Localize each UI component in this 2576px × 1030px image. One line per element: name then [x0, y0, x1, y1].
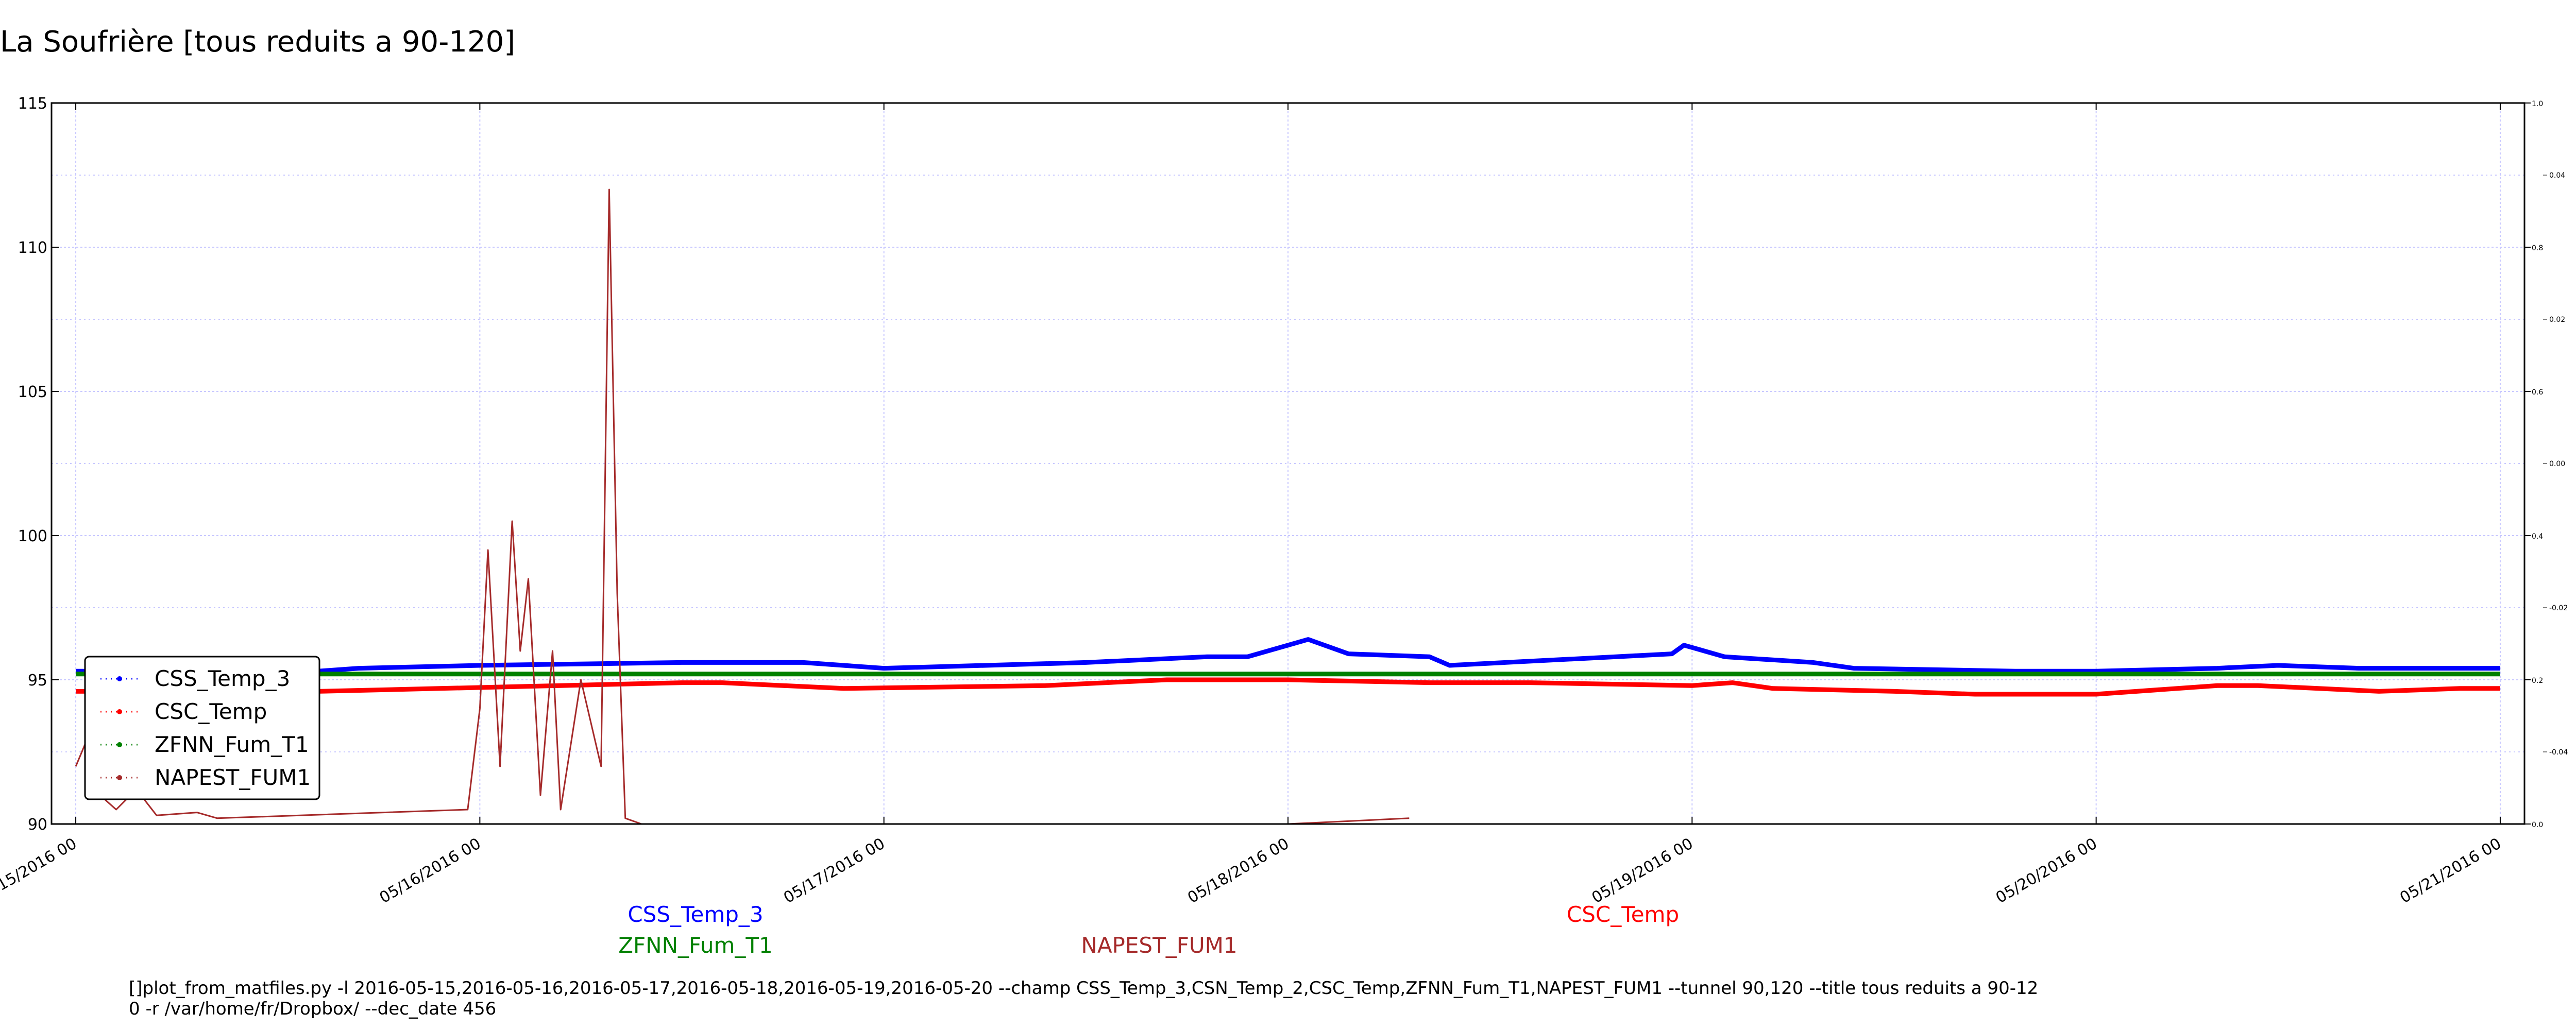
- series-line-css-temp-3: [76, 637, 2500, 674]
- y-tick-label: 115: [18, 95, 47, 113]
- x-tick-label: 05/17/2016 00: [781, 835, 888, 907]
- y-axis: 90 95 100 105 110 115: [18, 95, 59, 834]
- y3-tick-label: -0.04: [2549, 748, 2568, 757]
- legend-label: NAPEST_FUM1: [155, 765, 311, 790]
- grid-lines: [52, 103, 2524, 824]
- x-tick-label: 05/18/2016 00: [1184, 835, 1292, 907]
- x-tick-label: 05/21/2016 00: [2397, 835, 2504, 907]
- y-tick-label: 90: [28, 816, 47, 834]
- y2-tick-label: 0.4: [2532, 533, 2543, 541]
- annotation-css-temp-3: CSS_Temp_3: [628, 902, 763, 927]
- y2-tick-label: 0.2: [2532, 677, 2543, 685]
- legend-marker-dot: [117, 742, 122, 747]
- series-annotations: CSS_Temp_3 ZFNN_Fum_T1 NAPEST_FUM1 CSC_T…: [618, 902, 1679, 958]
- y2-tick-label: 0.8: [2532, 244, 2543, 252]
- y3-axis: -0.04 -0.02 0.00 0.02 0.04: [2543, 171, 2568, 757]
- x-axis: 05/15/2016 00 05/16/2016 00 05/17/2016 00 0…: [0, 103, 2504, 907]
- annotation-csc-temp: CSC_Temp: [1567, 902, 1679, 927]
- series-lines: [75, 188, 2500, 825]
- legend-marker-dot: [117, 676, 122, 681]
- legend-label: CSC_Temp: [155, 699, 267, 724]
- annotation-zfnn-fum-t1: ZFNN_Fum_T1: [618, 933, 773, 958]
- annotation-napest-fum1: NAPEST_FUM1: [1081, 933, 1237, 958]
- command-line-2: 0 -r /var/home/fr/Dropbox/ --dec_date 45…: [129, 999, 496, 1019]
- command-line-1: []plot_from_matfiles.py -l 2016-05-15,20…: [129, 978, 2038, 999]
- x-tick-label: 05/15/2016 00: [0, 835, 80, 907]
- x-tick-label: 05/20/2016 00: [1993, 835, 2100, 907]
- y2-tick-label: 1.0: [2532, 100, 2543, 108]
- y3-tick-label: 0.00: [2549, 460, 2565, 468]
- legend-box: [84, 656, 320, 800]
- x-tick-label: 05/16/2016 00: [377, 835, 484, 907]
- y3-tick-label: 0.04: [2549, 171, 2565, 180]
- y2-tick-label: 0.6: [2532, 388, 2543, 397]
- y-tick-label: 100: [18, 527, 47, 545]
- legend-marker-dot: [117, 709, 122, 714]
- series-line-napest-fum1: [75, 188, 1410, 825]
- legend-label: ZFNN_Fum_T1: [155, 732, 309, 757]
- y-tick-label: 110: [18, 239, 47, 257]
- legend-label: CSS_Temp_3: [155, 666, 290, 691]
- y3-tick-label: 0.02: [2549, 316, 2565, 324]
- legend: CSS_Temp_3 CSC_Temp ZFNN_Fum_T1 NAPEST_FUM1: [84, 656, 320, 800]
- y-tick-label: 95: [28, 672, 47, 690]
- x-tick-label: 05/19/2016 00: [1589, 835, 1697, 907]
- y2-tick-label: 0.0: [2532, 821, 2543, 829]
- chart-title: La Soufrière [tous reduits a 90-120]: [0, 25, 515, 59]
- legend-marker-dot: [117, 775, 122, 780]
- series-line-csc-temp: [76, 677, 2500, 697]
- y-tick-label: 105: [18, 383, 47, 401]
- y2-axis: 0.0 0.2 0.4 0.6 0.8 1.0: [2524, 100, 2543, 829]
- y3-tick-label: -0.02: [2549, 604, 2568, 612]
